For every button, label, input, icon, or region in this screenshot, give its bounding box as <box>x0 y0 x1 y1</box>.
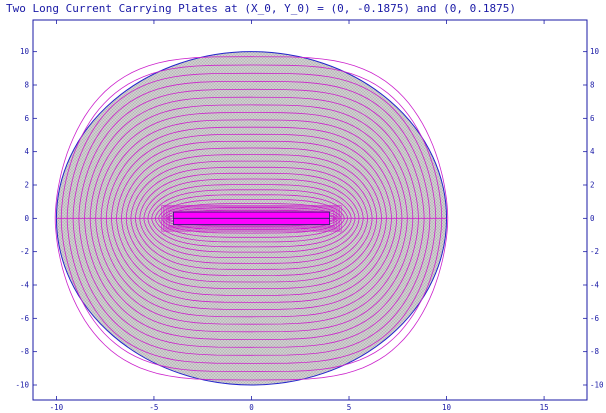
y-tick-label-right: -4 <box>590 281 600 290</box>
y-tick-label: 6 <box>24 114 29 123</box>
y-tick-label: -4 <box>20 281 30 290</box>
near-plate-field-line <box>164 207 339 230</box>
y-tick-label-right: -6 <box>590 314 600 323</box>
x-tick-label: 10 <box>442 403 452 412</box>
field-line <box>54 56 449 381</box>
y-tick-label-right: 4 <box>590 147 595 156</box>
y-tick-label: 2 <box>24 181 29 190</box>
current-plate <box>173 217 330 225</box>
near-plate-field-line <box>161 205 342 232</box>
x-tick-label: 0 <box>249 403 254 412</box>
y-tick-label-right: -8 <box>590 347 600 356</box>
near-plate-field-line <box>166 208 337 228</box>
y-tick-label: 0 <box>24 214 29 223</box>
y-tick-label-right: -10 <box>590 381 604 390</box>
y-tick-label-right: 8 <box>590 81 595 90</box>
y-tick-label: 8 <box>24 81 29 90</box>
current-plate <box>173 211 330 219</box>
chart-title: Two Long Current Carrying Plates at (X_0… <box>6 2 516 15</box>
y-tick-label-right: 2 <box>590 181 595 190</box>
y-tick-label-right: 10 <box>590 47 600 56</box>
near-plate-field-line <box>167 209 336 227</box>
y-tick-label-right: 0 <box>590 214 595 223</box>
y-tick-label-right: -2 <box>590 247 599 256</box>
near-plate-field-line <box>163 206 340 231</box>
y-tick-label: 4 <box>24 147 29 156</box>
near-plate-field-line <box>169 211 334 226</box>
x-tick-label: -5 <box>149 403 158 412</box>
x-tick-label: -10 <box>50 403 64 412</box>
y-tick-label: -6 <box>20 314 30 323</box>
y-tick-label: -2 <box>20 247 29 256</box>
x-tick-label: 5 <box>347 403 352 412</box>
x-tick-label: 15 <box>540 403 549 412</box>
plot-frame <box>32 19 588 401</box>
y-tick-label: -8 <box>20 347 30 356</box>
y-tick-label: -10 <box>15 381 29 390</box>
y-tick-label: 10 <box>20 47 30 56</box>
y-tick-label-right: 6 <box>590 114 595 123</box>
